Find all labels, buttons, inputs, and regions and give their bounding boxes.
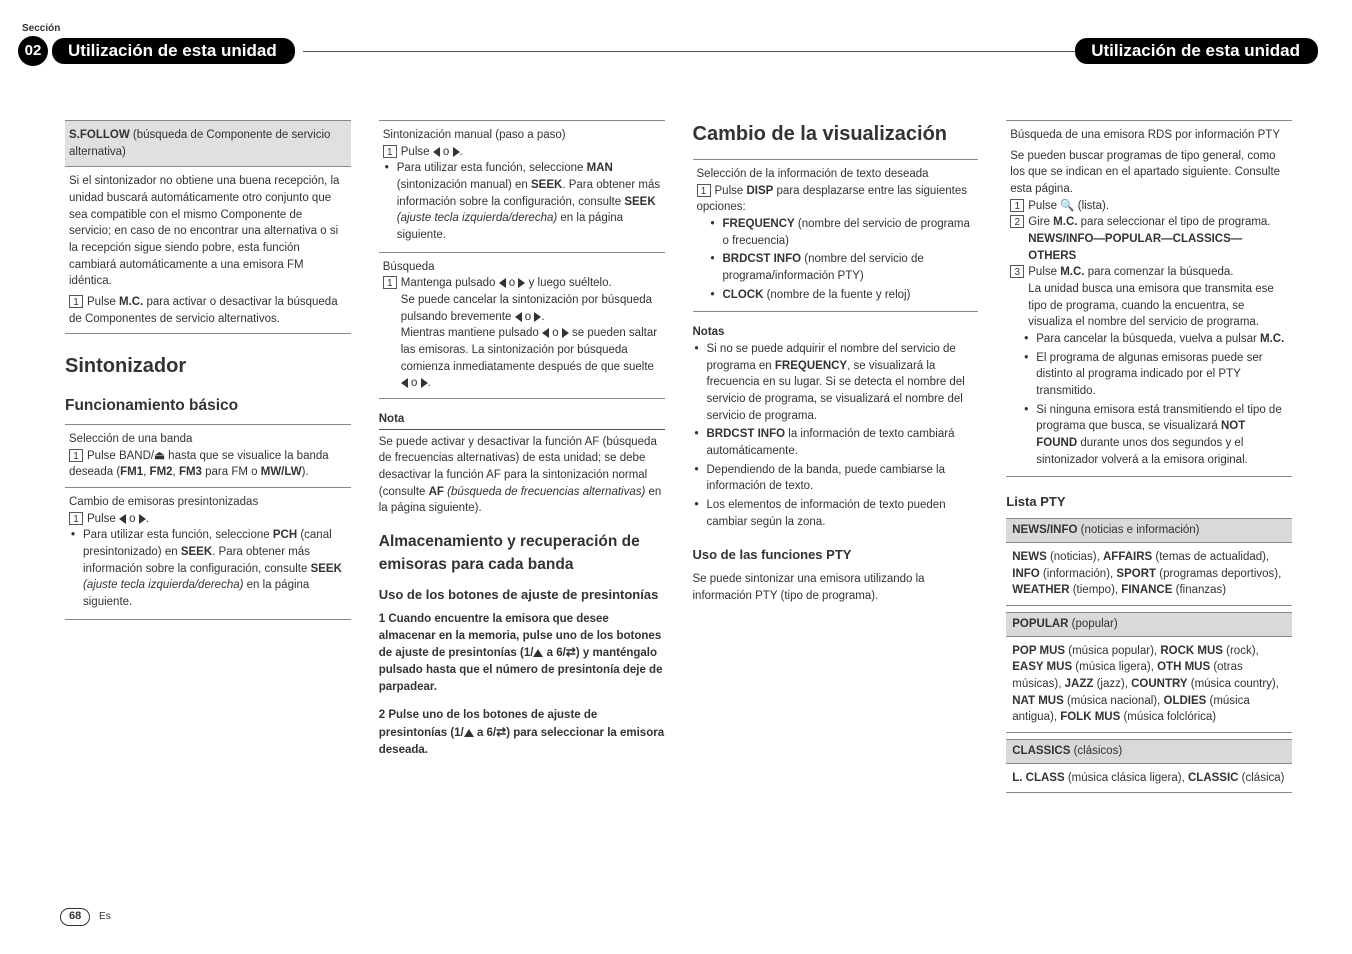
rds-cell: Búsqueda de una emisora RDS por informac… xyxy=(1006,121,1292,477)
selinfo-b3: CLOCK (nombre de la fuente y reloj)CLOCK… xyxy=(709,287,975,304)
nota-header: Nota xyxy=(379,411,665,430)
manual-table: Sintonización manual (paso a paso) 1Puls… xyxy=(379,120,665,399)
pty-func-title: Uso de las funciones PTY xyxy=(693,546,979,565)
section-label: Sección xyxy=(22,22,60,37)
right-arrow-icon xyxy=(453,147,460,157)
page-header: 02 Utilización de esta unidad Utilizació… xyxy=(18,38,1334,64)
left-arrow-icon xyxy=(499,278,506,288)
banda-table: Selección de una banda 1Pulse BAND/⏏ has… xyxy=(65,424,351,620)
rds-s3-b3: Si ninguna emisora está transmitiendo el… xyxy=(1022,402,1288,469)
uso-botones-title: Uso de los botones de ajuste de presinto… xyxy=(379,586,665,605)
header-tab-right: Utilización de esta unidad xyxy=(1075,38,1318,64)
pty-cat1-body: NEWS (noticias), AFFAIRS (temas de actua… xyxy=(1006,543,1292,606)
selinfo-b1: FREQUENCY (nombre del servicio de progra… xyxy=(709,216,975,249)
rds-s3-b1: Para cancelar la búsqueda, vuelva a puls… xyxy=(1022,331,1288,348)
right-arrow-icon xyxy=(139,514,146,524)
rds-s3-b2: El programa de algunas emisoras puede se… xyxy=(1022,350,1288,400)
busq-p2: Se puede cancelar la sintonización por b… xyxy=(383,292,661,325)
notas-b4: Los elementos de información de texto pu… xyxy=(693,497,979,530)
left-arrow-icon xyxy=(433,147,440,157)
almacenamiento-title: Almacenamiento y recuperación de emisora… xyxy=(379,531,665,576)
alm-step1: 1 Cuando encuentre la emisora que desee … xyxy=(379,611,665,695)
rds-chain: NEWS/INFO—POPULAR—CLASSICS—OTHERS xyxy=(1010,231,1288,264)
sel-banda-header: Selección de una banda xyxy=(69,431,347,448)
selinfo-step1: 1Pulse DISP para desplazarse entre las s… xyxy=(697,183,975,216)
selinfo-b2: BRDCST INFO (nombre del servicio de prog… xyxy=(709,251,975,284)
lista-pty-title: Lista PTY xyxy=(1006,493,1292,512)
man-header: Sintonización manual (paso a paso) xyxy=(383,127,661,144)
busq-p3: Mientras mantiene pulsado o se pueden sa… xyxy=(383,325,661,392)
sel-banda-cell: Selección de una banda 1Pulse BAND/⏏ has… xyxy=(65,424,351,487)
selinfo-table: Selección de la información de texto des… xyxy=(693,159,979,312)
rds-step1: 1Pulse 🔍 (lista). xyxy=(1010,198,1288,215)
right-arrow-icon xyxy=(421,378,428,388)
rds-step2: 2Gire M.C. para seleccionar el tipo de p… xyxy=(1010,214,1288,231)
column-2: Sintonización manual (paso a paso) 1Puls… xyxy=(379,120,665,954)
funcionamiento-basico-title: Funcionamiento básico xyxy=(65,395,351,417)
header-line xyxy=(303,51,1075,52)
nota-body: Se puede activar y desactivar la función… xyxy=(379,434,665,517)
pty-cat3-header: CLASSICS (clásicos)CLASSICS (clásicos) xyxy=(1006,739,1292,764)
left-arrow-icon xyxy=(542,328,549,338)
pty-cat1-header: NEWS/INFO (noticias e información)NEWS/I… xyxy=(1006,518,1292,543)
alm-step2: 2 Pulse uno de los botones de ajuste de … xyxy=(379,707,665,758)
content-area: S.FOLLOW S.FOLLOW (búsqueda de Component… xyxy=(65,120,1292,954)
column-4: Búsqueda de una emisora RDS por informac… xyxy=(1006,120,1292,954)
cambio-vis-title: Cambio de la visualización xyxy=(693,120,979,149)
sfollow-table: S.FOLLOW S.FOLLOW (búsqueda de Component… xyxy=(65,120,351,334)
page-number: 68 xyxy=(60,908,90,926)
busq-step1: 1Mantenga pulsado o y luego suéltelo. xyxy=(383,275,661,292)
notas-header: Notas xyxy=(693,324,979,341)
cambio-pres-step1: 1Pulse o . xyxy=(69,511,347,528)
notas-b1: Si no se puede adquirir el nombre del se… xyxy=(693,341,979,424)
rds-header: Búsqueda de una emisora RDS por informac… xyxy=(1010,127,1288,144)
pty-cat3-body: L. CLASS (música clásica ligera), CLASSI… xyxy=(1006,764,1292,794)
cambio-pres-header: Cambio de emisoras presintonizadas xyxy=(69,494,347,511)
rds-step3a: 3Pulse M.C. para comenzar la búsqueda.Pu… xyxy=(1010,264,1288,281)
notas-b2: BRDCST INFO la información de texto camb… xyxy=(693,426,979,459)
page-footer: 68 Es xyxy=(60,908,111,926)
right-arrow-icon xyxy=(562,328,569,338)
pty-cat2-body: POP MUS (música popular), ROCK MUS (rock… xyxy=(1006,637,1292,733)
eject-icon: ⏏ xyxy=(154,448,165,465)
cambio-pres-bullet: Para utilizar esta función, seleccione P… xyxy=(69,527,347,610)
left-arrow-icon xyxy=(401,378,408,388)
column-1: S.FOLLOW S.FOLLOW (búsqueda de Component… xyxy=(65,120,351,954)
man-step1: 1Pulse o . xyxy=(383,144,661,161)
left-arrow-icon xyxy=(119,514,126,524)
right-arrow-icon xyxy=(534,312,541,322)
up-wedge-icon xyxy=(533,649,543,657)
rds-body: Se pueden buscar programas de tipo gener… xyxy=(1010,148,1288,198)
search-icon: 🔍 xyxy=(1060,198,1074,215)
sfollow-body: Si el sintonizador no obtiene una buena … xyxy=(69,173,347,290)
loop-icon: ⇄ xyxy=(496,724,506,741)
man-bullet: Para utilizar esta función, seleccione M… xyxy=(383,160,661,243)
selinfo-header: Selección de la información de texto des… xyxy=(697,166,975,183)
sfollow-header: S.FOLLOW S.FOLLOW (búsqueda de Component… xyxy=(65,121,351,167)
section-number-badge: 02 xyxy=(18,36,48,66)
left-arrow-icon xyxy=(515,312,522,322)
busq-cell: Búsqueda 1Mantenga pulsado o y luego sué… xyxy=(379,252,665,398)
busq-header: Búsqueda xyxy=(383,259,661,276)
pty-cat2-header: POPULAR (popular)POPULAR (popular) xyxy=(1006,612,1292,637)
cambio-pres-cell: Cambio de emisoras presintonizadas 1Puls… xyxy=(65,487,351,619)
page-lang: Es xyxy=(99,911,111,922)
sfollow-body-cell: Si el sintonizador no obtiene una buena … xyxy=(65,167,351,334)
column-3: Cambio de la visualización Selección de … xyxy=(693,120,979,954)
man-cell: Sintonización manual (paso a paso) 1Puls… xyxy=(379,121,665,253)
selinfo-cell: Selección de la información de texto des… xyxy=(693,160,979,312)
loop-icon: ⇄ xyxy=(566,644,576,661)
up-wedge-icon xyxy=(464,729,474,737)
sfollow-step1: 1Pulse M.C. para activar o desactivar la… xyxy=(69,294,347,327)
pty-func-body: Se puede sintonizar una emisora utilizan… xyxy=(693,571,979,604)
sel-banda-step1: 1Pulse BAND/⏏ hasta que se visualice la … xyxy=(69,448,347,481)
rds-step3b: La unidad busca una emisora que transmit… xyxy=(1010,281,1288,331)
sintonizador-title: Sintonizador xyxy=(65,352,351,381)
notas-b3: Dependiendo de la banda, puede cambiarse… xyxy=(693,462,979,495)
rds-table: Búsqueda de una emisora RDS por informac… xyxy=(1006,120,1292,477)
header-tab-left: Utilización de esta unidad xyxy=(52,38,295,64)
